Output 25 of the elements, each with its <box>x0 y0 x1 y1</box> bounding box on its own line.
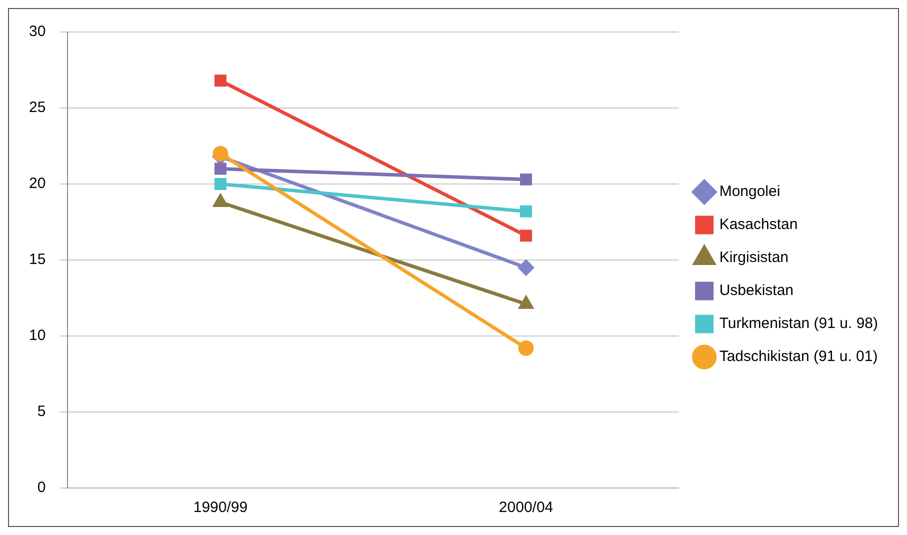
legend-label: Kasachstan <box>719 216 798 234</box>
point <box>214 74 226 87</box>
y-tick-label: 30 <box>28 23 46 40</box>
legend-label: Usbekistan <box>719 282 794 300</box>
point <box>214 178 226 190</box>
point <box>518 260 534 276</box>
point <box>212 146 228 162</box>
point <box>520 230 532 242</box>
point <box>520 173 532 186</box>
x-tick-label: 1990/99 <box>193 499 248 516</box>
y-tick-label: 15 <box>28 251 46 268</box>
x-tick-label: 2000/04 <box>498 499 554 516</box>
point <box>520 205 532 218</box>
point <box>214 162 226 175</box>
point <box>519 296 533 309</box>
y-tick-label: 25 <box>28 99 46 116</box>
y-tick-label: 20 <box>28 175 46 192</box>
legend-label: Mongolei <box>719 183 780 200</box>
legend-label: Turkmenistan (91 u. 98) <box>719 315 878 332</box>
point <box>518 340 534 356</box>
y-tick-label: 10 <box>28 327 46 344</box>
y-tick-label: 5 <box>37 403 46 420</box>
legend-label: Kirgisistan <box>719 249 789 266</box>
legend-label: Tadschikistan (91 u. 01) <box>719 348 878 366</box>
y-tick-label: 0 <box>37 479 46 496</box>
